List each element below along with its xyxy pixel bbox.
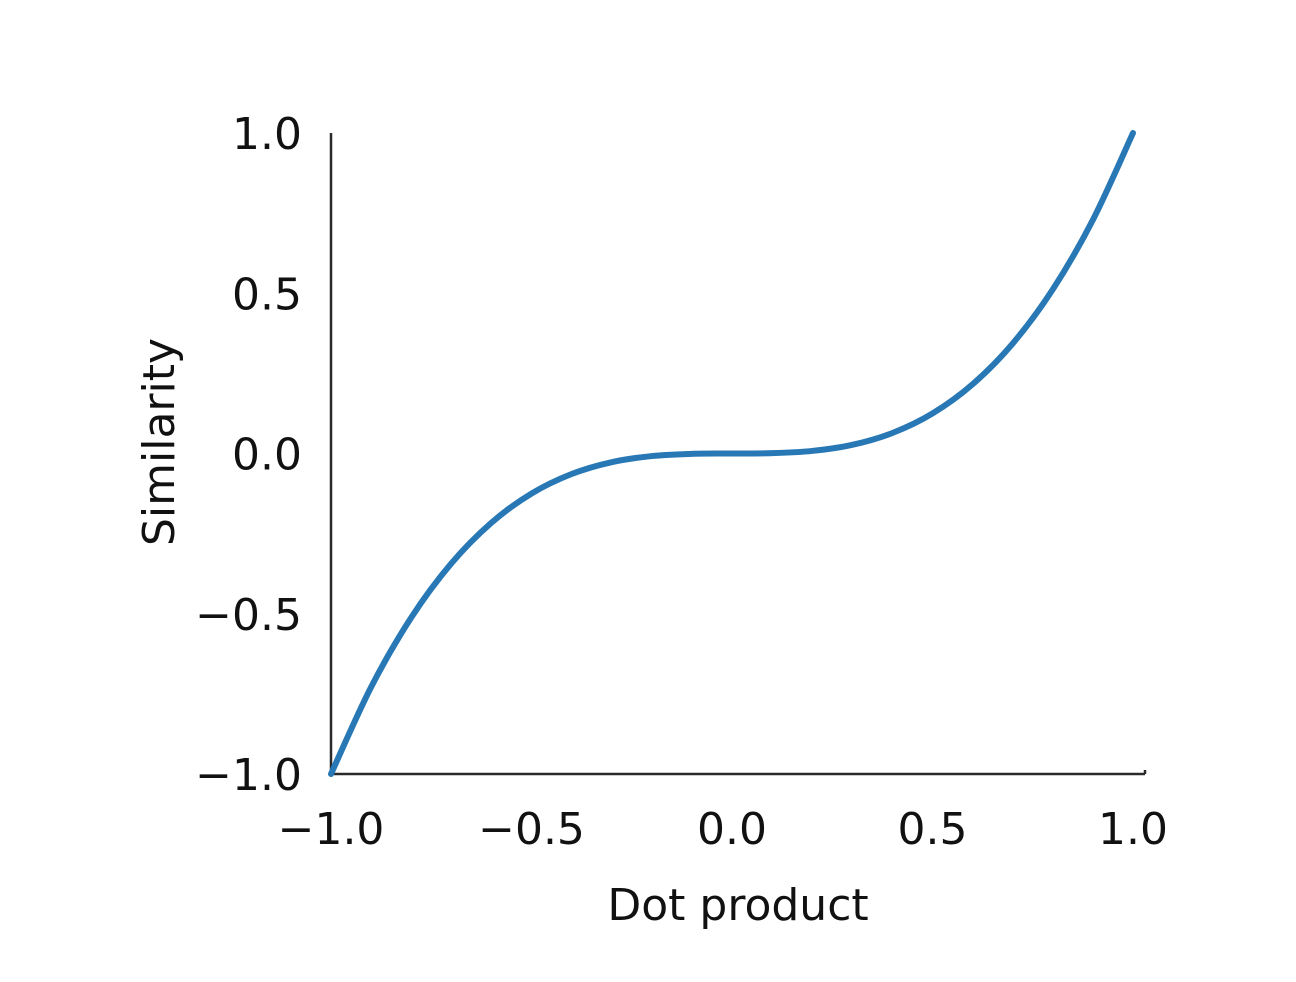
- x-tick-label: 0.0: [697, 804, 767, 855]
- x-tick-label: −1.0: [278, 804, 385, 855]
- y-tick-label: −1.0: [195, 750, 302, 801]
- series-line-similarity-curve: [328, 130, 1136, 777]
- y-tick-label: 0.5: [232, 269, 302, 320]
- x-tick-labels: −1.0 −0.5 0.0 0.5 1.0: [278, 804, 1168, 855]
- x-tick-label: 0.5: [898, 804, 968, 855]
- y-tick-label: 0.0: [232, 430, 302, 481]
- x-tick-label: 1.0: [1098, 804, 1168, 855]
- x-tick-label: −0.5: [478, 804, 585, 855]
- y-tick-labels: −1.0 −0.5 0.0 0.5 1.0: [195, 109, 302, 801]
- plot-area: [328, 130, 1147, 777]
- y-axis-title: Similarity: [134, 338, 185, 546]
- x-axis-title: Dot product: [607, 880, 868, 931]
- y-tick-label: 1.0: [232, 109, 302, 160]
- y-tick-label: −0.5: [195, 590, 302, 641]
